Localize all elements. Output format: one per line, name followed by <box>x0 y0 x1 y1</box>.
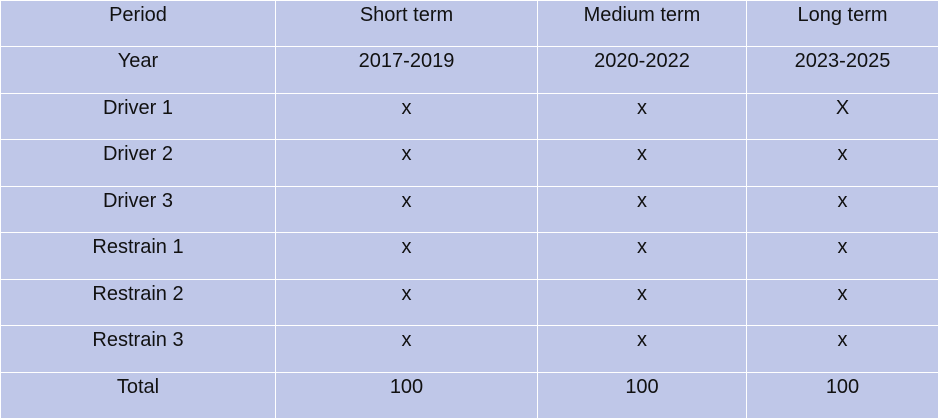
column-header-cell: Short term <box>275 0 538 48</box>
table-cell: x <box>746 185 938 234</box>
row-header-cell: Restrain 2 <box>0 278 276 327</box>
table-cell: 100 <box>746 371 938 419</box>
table-cell: 100 <box>275 371 538 419</box>
table-cell: x <box>537 278 747 327</box>
table-cell: x <box>537 92 747 141</box>
column-header-cell: Long term <box>746 0 938 48</box>
row-header-cell: Year <box>0 46 276 94</box>
table-cell: x <box>275 232 538 280</box>
row-header-cell: Period <box>0 0 276 48</box>
table-cell: x <box>275 139 538 187</box>
row-header-cell: Driver 2 <box>0 139 276 187</box>
table-row-restrain-3: Restrain 3 x x x <box>0 325 938 373</box>
table-cell: x <box>275 92 538 141</box>
table-cell: 100 <box>537 371 747 419</box>
table-cell: x <box>746 139 938 187</box>
table-row-restrain-1: Restrain 1 x x x <box>0 232 938 280</box>
table-row-restrain-2: Restrain 2 x x x <box>0 278 938 327</box>
table-cell: x <box>746 278 938 327</box>
row-header-cell: Restrain 3 <box>0 325 276 373</box>
table-row-driver-1: Driver 1 x x X <box>0 92 938 141</box>
table-row-year: Year 2017-2019 2020-2022 2023-2025 <box>0 46 938 94</box>
table-row-driver-2: Driver 2 x x x <box>0 139 938 187</box>
row-header-cell: Restrain 1 <box>0 232 276 280</box>
column-header-cell: Medium term <box>537 0 747 48</box>
row-header-cell: Driver 3 <box>0 185 276 234</box>
row-header-cell: Driver 1 <box>0 92 276 141</box>
table-cell: 2017-2019 <box>275 46 538 94</box>
table-cell: x <box>275 278 538 327</box>
table-row-driver-3: Driver 3 x x x <box>0 185 938 234</box>
table-cell: x <box>537 325 747 373</box>
table-row-period: Period Short term Medium term Long term <box>0 0 938 48</box>
table-cell: x <box>275 325 538 373</box>
table-cell: x <box>746 325 938 373</box>
table-cell: x <box>746 232 938 280</box>
table-cell: x <box>275 185 538 234</box>
table-cell: x <box>537 232 747 280</box>
table-cell: 2023-2025 <box>746 46 938 94</box>
table-row-total: Total 100 100 100 <box>0 371 938 419</box>
table-cell: x <box>537 185 747 234</box>
table-cell: 2020-2022 <box>537 46 747 94</box>
table-cell: x <box>537 139 747 187</box>
row-header-cell: Total <box>0 371 276 419</box>
table-cell: X <box>746 92 938 141</box>
